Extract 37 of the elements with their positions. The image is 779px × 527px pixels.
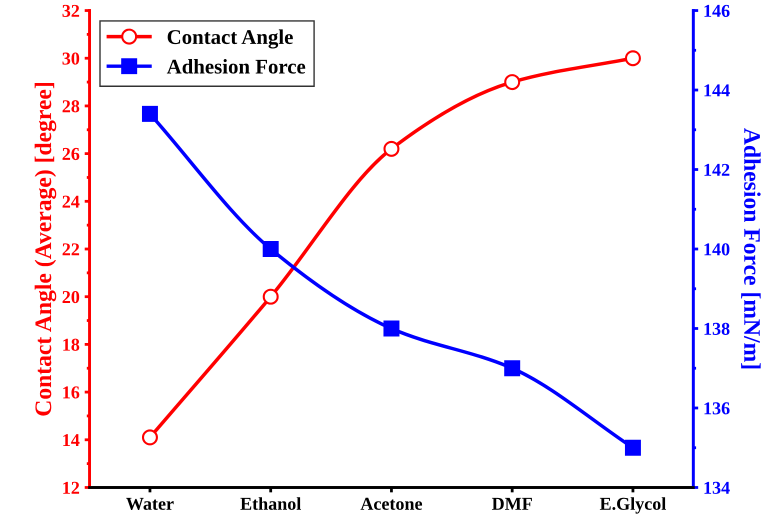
y-tick-label: 18	[63, 338, 80, 351]
x-tick-label: Ethanol	[240, 497, 301, 510]
point	[262, 241, 279, 257]
y-tick-label: 14	[63, 434, 80, 446]
point	[142, 106, 158, 122]
y-tick-label: 28	[62, 100, 80, 112]
x-tick-label: DMF	[492, 498, 532, 510]
y-tick-label: 16	[63, 386, 80, 399]
x-tick-label: Acetone	[360, 498, 422, 510]
point	[383, 320, 400, 336]
y2-tick-label: 140	[704, 243, 730, 256]
point	[142, 429, 158, 446]
y-tick-label: 30	[62, 52, 80, 65]
legend-label: Adhesion Force	[166, 59, 306, 74]
y2-axis-title: Adhesion Force [mN/m]	[741, 128, 761, 368]
x-tick-label: E.Glycol	[600, 497, 666, 514]
y-tick-label: 12	[63, 482, 80, 494]
y-tick-label: 26	[62, 148, 80, 160]
y2-tick-label: 144	[704, 84, 730, 96]
x-tick-label: Water	[126, 498, 174, 510]
point	[624, 50, 641, 66]
y2-tick-label: 142	[704, 164, 730, 176]
legend-label: Contact Angle	[168, 29, 293, 48]
point	[262, 288, 279, 305]
y-tick-label: 24	[62, 196, 80, 208]
y2-tick-label: 134	[704, 482, 730, 494]
y-axis-title: Contact Angle (Average) [degree]	[34, 83, 56, 416]
y-tick-label: 32	[62, 4, 80, 17]
point	[383, 140, 400, 157]
point	[504, 360, 520, 376]
y2-tick-label: 146	[704, 4, 730, 17]
y2-tick-label: 136	[704, 402, 730, 414]
point	[624, 440, 641, 456]
point	[504, 74, 520, 90]
y-tick-label: 20	[62, 290, 80, 304]
y-tick-label: 22	[62, 243, 80, 256]
y2-tick-label: 138	[704, 322, 730, 335]
